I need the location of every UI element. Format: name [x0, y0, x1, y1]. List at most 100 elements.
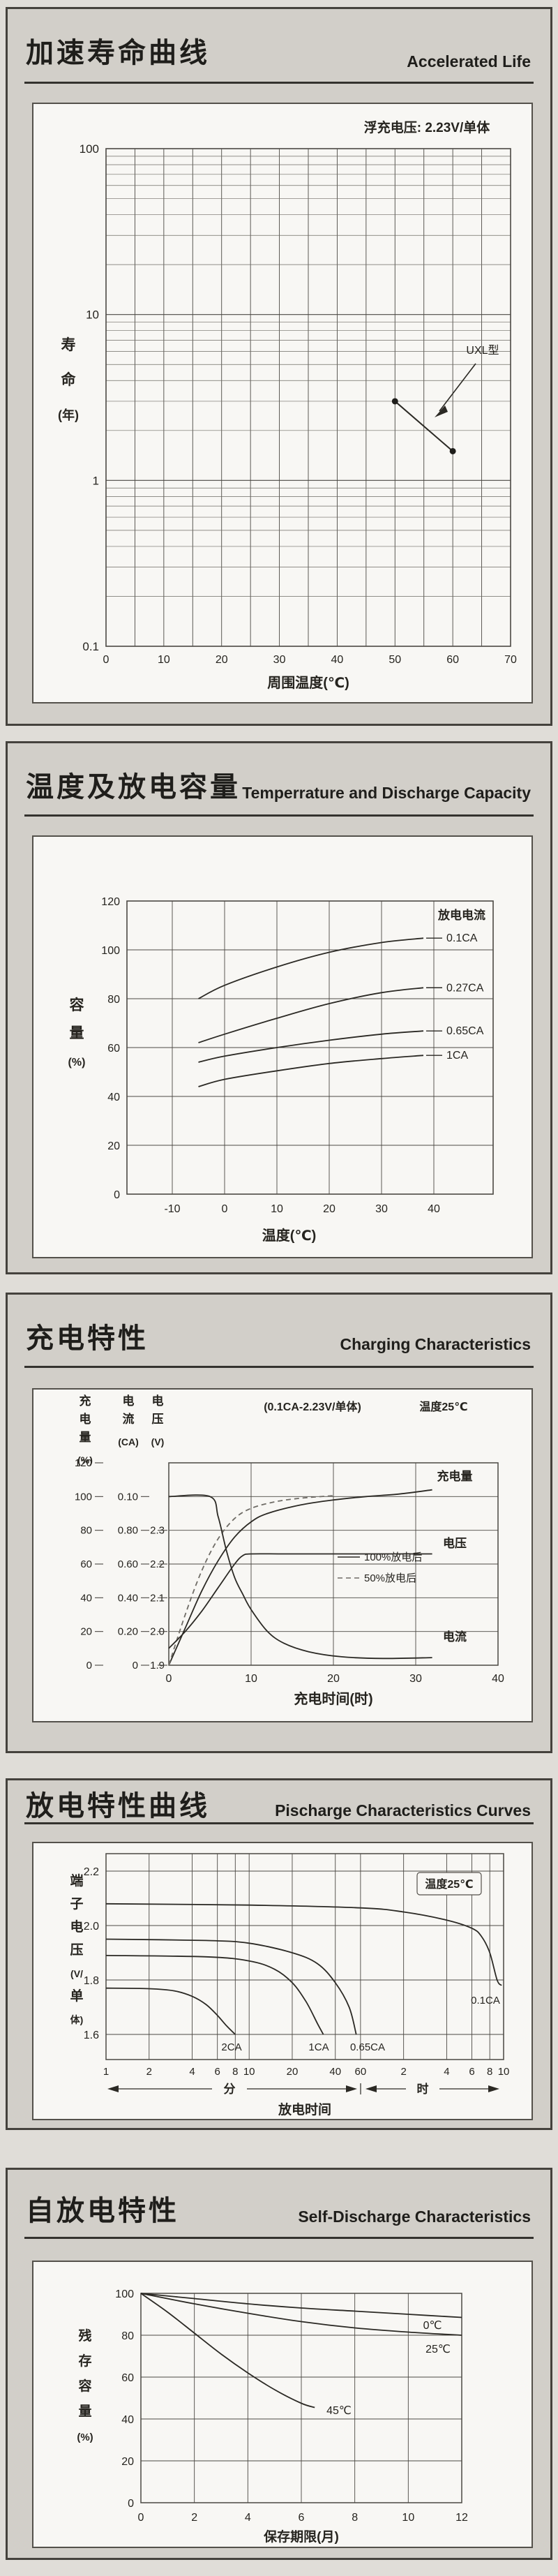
condition-box — [416, 1872, 482, 1896]
y-tick-label: 2.0 — [84, 1921, 99, 1933]
axis-tick-label: 60 — [80, 1558, 92, 1570]
axis-tick-label: 80 — [80, 1525, 92, 1537]
axis-tick-label: 100 — [75, 1491, 92, 1503]
y-tick-label: 1 — [93, 474, 99, 487]
panel-accelerated-life: 加速寿命曲线 Accelerated Life 100 10 1 0.1 0 10 20 30… — [6, 7, 552, 726]
x-tick-label: 8 — [352, 2512, 358, 2524]
y-tick-label: 80 — [107, 994, 120, 1006]
legend-title: 放电电流 — [437, 908, 485, 922]
x-tick-label: 4 — [189, 2066, 195, 2078]
title-underline — [24, 814, 534, 817]
curve-0℃ — [140, 2293, 462, 2318]
x-tick-label: 0 — [222, 1203, 228, 1215]
title-underline — [24, 1822, 534, 1824]
chart-frame: 0 20 40 60 80 100 0 2 4 6 8 10 12 保存期限(月) 残存容量 (%) 0℃ 25℃… — [32, 2261, 533, 2548]
y-tick-label: 10 — [86, 308, 99, 322]
x-tick-label: 30 — [375, 1203, 388, 1215]
curve-0.65CA — [198, 1030, 424, 1063]
panel-temperature-capacity: 温度及放电容量 Temperrature and Discharge Capac… — [6, 741, 552, 1274]
y-axis-title: 量 — [78, 2404, 91, 2419]
axis-tick-label: 2.0 — [150, 1626, 165, 1638]
curve-0.1CA — [105, 1903, 502, 1986]
y-axis-title: 量 — [70, 1025, 84, 1041]
series-label: 0℃ — [423, 2320, 442, 2332]
x-axis-title: 充电时间(时) — [294, 1690, 372, 1707]
x-tick-label: 20 — [216, 654, 228, 666]
y-tick-label: 40 — [107, 1092, 120, 1103]
y-axis-title: 寿 — [61, 336, 76, 353]
axis-tick-label: 0.10 — [118, 1491, 138, 1503]
legend-label: 100%放电后 — [364, 1551, 422, 1563]
curve-0.27CA — [198, 987, 424, 1043]
axis-tick-label: 0.60 — [118, 1558, 138, 1570]
x-axis-title: 保存期限(月) — [263, 2529, 339, 2545]
axis-header-unit: (%) — [77, 1454, 93, 1466]
panel-title-cn: 加速寿命曲线 — [26, 38, 210, 68]
accelerated-life-chart: 100 10 1 0.1 0 10 20 30 40 50 60 70 周围温度(℃) 寿命 (年) 浮充电压… — [58, 119, 517, 691]
x-tick-label: 60 — [446, 654, 459, 666]
axis-tick-label: 0 — [133, 1660, 138, 1672]
x-tick-label: 8 — [232, 2066, 238, 2078]
y-axis-title: 命 — [61, 371, 77, 388]
y-tick-label: 80 — [121, 2330, 134, 2342]
x-tick-label: 8 — [487, 2066, 492, 2078]
axis-header-unit: (V) — [151, 1436, 165, 1447]
section-label-minutes: 分 — [224, 2083, 236, 2096]
y-axis-title: 端 — [70, 1873, 83, 1889]
series-label: 0.1CA — [446, 932, 478, 944]
x-tick-label: 6 — [299, 2512, 305, 2524]
axis-tick-label: 0.80 — [118, 1525, 138, 1537]
y-axis-title: 子 — [70, 1897, 83, 1912]
panel-discharge-characteristics: 放电特性曲线 Pischarge Characteristics Curves … — [6, 1778, 552, 2130]
series-label: 1CA — [308, 2041, 329, 2053]
x-tick-label: 4 — [444, 2066, 449, 2078]
curve-充电量-50 — [168, 1495, 334, 1666]
data-point — [449, 447, 456, 454]
series-label: 电压 — [443, 1536, 467, 1550]
float-voltage-annotation: 浮充电压: 2.23V/单体 — [364, 119, 491, 135]
x-tick-label: 40 — [428, 1203, 440, 1215]
x-tick-label: 50 — [389, 654, 401, 666]
axis-header-unit: (CA) — [118, 1436, 139, 1447]
axis-tick-label: 40 — [80, 1592, 92, 1604]
y-tick-label: 60 — [121, 2372, 134, 2384]
y-tick-label: 60 — [107, 1043, 120, 1055]
axis-header: 电 — [123, 1394, 135, 1408]
x-tick-label: 70 — [504, 654, 517, 666]
y-tick-label: 2.2 — [84, 1866, 99, 1878]
y-axis-title: 容 — [70, 997, 84, 1013]
y-axis-title: 单 — [70, 1988, 83, 2004]
axis-header: 电 — [152, 1394, 164, 1408]
x-tick-label: 20 — [323, 1203, 335, 1215]
axis-tick-label: 1.9 — [150, 1660, 165, 1672]
axis-tick-label: 20 — [80, 1626, 92, 1638]
curve-25℃ — [140, 2293, 462, 2336]
axis-header: 流 — [123, 1412, 135, 1426]
x-tick-label: 30 — [273, 654, 286, 666]
series-label: 充电量 — [437, 1469, 473, 1483]
y-tick-label: 1.6 — [84, 2030, 99, 2041]
legend-label: 50%放电后 — [364, 1572, 416, 1584]
x-tick-label: 20 — [327, 1673, 340, 1685]
title-underline — [24, 2237, 534, 2239]
x-tick-label: 4 — [245, 2512, 251, 2524]
series-label: 0.65CA — [350, 2041, 385, 2053]
axis-header: 充 — [80, 1394, 91, 1408]
y-tick-label: 100 — [115, 2288, 134, 2300]
y-axis-title: (%) — [68, 1057, 86, 1069]
x-tick-label: 10 — [402, 2512, 414, 2524]
series-label: 1CA — [446, 1050, 468, 1062]
x-axis-title: 周围温度(℃) — [267, 674, 349, 691]
y-axis-title: 体) — [70, 2014, 84, 2025]
title-underline — [24, 1366, 534, 1368]
x-tick-label: 10 — [245, 1673, 257, 1685]
axis-header: 电 — [80, 1412, 91, 1426]
curve-电压 — [168, 1553, 432, 1649]
x-tick-label: 10 — [243, 2066, 255, 2078]
panel-title-cn: 放电特性曲线 — [26, 1791, 210, 1822]
axis-tick-label: 0 — [86, 1660, 92, 1672]
temperature-annotation: 温度25℃ — [418, 1400, 467, 1413]
arrow-head — [435, 405, 448, 417]
